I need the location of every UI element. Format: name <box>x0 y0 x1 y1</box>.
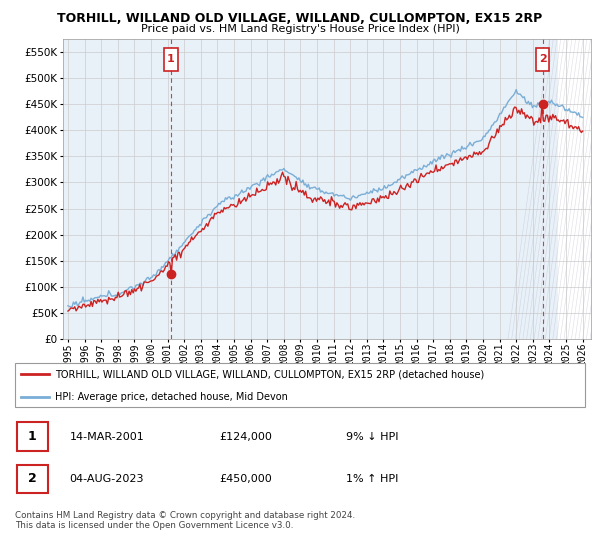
Bar <box>17 465 48 493</box>
Text: Contains HM Land Registry data © Crown copyright and database right 2024.
This d: Contains HM Land Registry data © Crown c… <box>15 511 355 530</box>
Text: 14-MAR-2001: 14-MAR-2001 <box>70 432 145 442</box>
Text: 2: 2 <box>28 473 37 486</box>
Bar <box>164 48 178 71</box>
Text: £124,000: £124,000 <box>220 432 272 442</box>
Text: 04-AUG-2023: 04-AUG-2023 <box>70 474 144 484</box>
Text: 1% ↑ HPI: 1% ↑ HPI <box>346 474 398 484</box>
Text: 1: 1 <box>28 430 37 444</box>
Text: TORHILL, WILLAND OLD VILLAGE, WILLAND, CULLOMPTON, EX15 2RP (detached house): TORHILL, WILLAND OLD VILLAGE, WILLAND, C… <box>55 369 484 379</box>
Text: 1: 1 <box>167 54 175 64</box>
Bar <box>558 39 591 339</box>
Text: £450,000: £450,000 <box>220 474 272 484</box>
Bar <box>536 48 550 71</box>
Text: HPI: Average price, detached house, Mid Devon: HPI: Average price, detached house, Mid … <box>55 392 288 402</box>
Text: 2: 2 <box>539 54 547 64</box>
Text: Price paid vs. HM Land Registry's House Price Index (HPI): Price paid vs. HM Land Registry's House … <box>140 24 460 34</box>
Text: 9% ↓ HPI: 9% ↓ HPI <box>346 432 398 442</box>
Bar <box>17 422 48 451</box>
Text: TORHILL, WILLAND OLD VILLAGE, WILLAND, CULLOMPTON, EX15 2RP: TORHILL, WILLAND OLD VILLAGE, WILLAND, C… <box>58 12 542 25</box>
